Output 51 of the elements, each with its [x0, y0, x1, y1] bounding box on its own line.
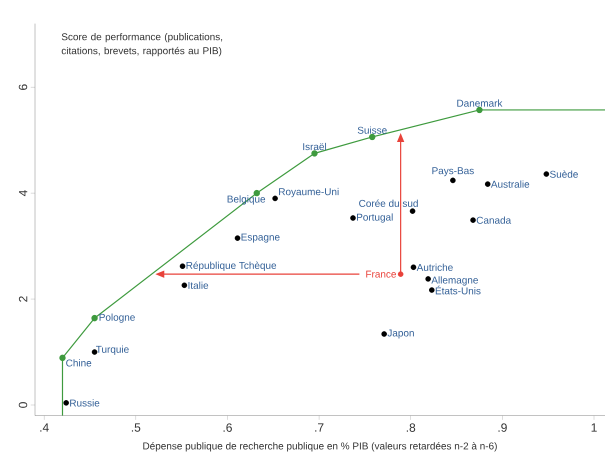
series-label: États-Unis [436, 286, 481, 294]
series-label: Portugal [357, 213, 393, 223]
x-tick-label: .5 [132, 423, 140, 432]
x-axis-title: Dépense publique de recherche publique en % PIB (valeurs retardées n-2 à n-6) [143, 442, 497, 452]
point [182, 282, 188, 288]
y-tick-label: 6 [18, 84, 28, 90]
point [234, 235, 240, 241]
point [272, 196, 278, 202]
point [350, 215, 356, 221]
series-label: Suède [550, 170, 578, 178]
series-label: Royaume-Uni [279, 188, 339, 198]
x-tick-label: .6 [224, 423, 232, 432]
point [544, 171, 550, 177]
series-label: Pays-Bas [432, 167, 474, 176]
x-tick-label: .4 [40, 423, 49, 432]
point [410, 208, 416, 214]
series-label: Espagne [242, 234, 280, 243]
series-label: France [366, 270, 396, 278]
x-tick-label: .8 [406, 423, 416, 432]
x-tick-label: .7 [315, 423, 324, 432]
x-tick-label: 1 [592, 423, 597, 432]
series-label: Allemagne [431, 276, 478, 286]
point [63, 400, 69, 406]
series-label: Danemark [457, 99, 502, 107]
series-label: Pologne [100, 313, 135, 323]
point [410, 264, 416, 270]
x-tick-label: .9 [498, 423, 507, 432]
point [180, 263, 186, 269]
point [429, 287, 435, 293]
series-label: Canada [476, 216, 512, 224]
point [381, 331, 387, 337]
series-label: Japon [388, 330, 414, 338]
series-label: Corée du sud [359, 199, 418, 207]
point [425, 276, 431, 282]
y-tick-label: 4 [19, 190, 28, 196]
point [398, 271, 404, 277]
series-label: Autriche [416, 264, 453, 271]
series-label: Australie [490, 180, 530, 188]
point [470, 217, 476, 223]
series-label: Turquie [96, 346, 129, 355]
point [484, 181, 490, 187]
series-label: Chine [66, 359, 92, 367]
series-label: République Tchèque [186, 262, 276, 271]
point [450, 178, 456, 184]
series-label: Israël [303, 142, 326, 150]
y-tick-label: 0 [18, 402, 28, 408]
y-tick-label: 2 [18, 296, 28, 302]
series-label: Suisse [358, 126, 387, 134]
series-label: Italie [188, 282, 208, 289]
series-label: Russie [70, 399, 100, 407]
y-axis-title: Score de performance (publications, citations, brevets, rapportés au PIB) [62, 32, 222, 56]
